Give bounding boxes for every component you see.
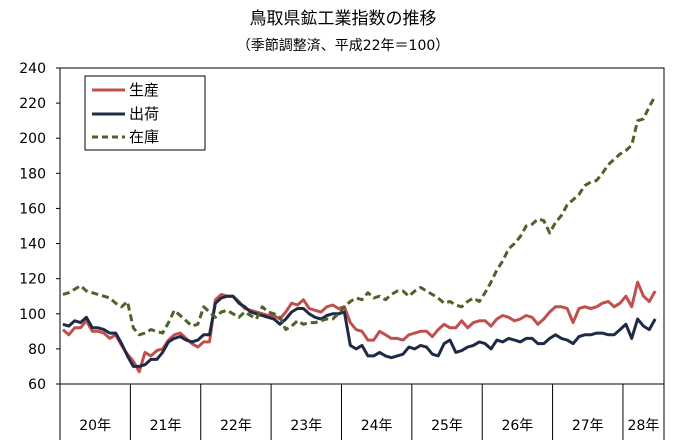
x-axis: 20年 21年 22年 23年 24年 25年 26年 27年 28年: [59, 384, 665, 440]
y-axis: 60 80 100 120 140 160 180 200 220 240: [19, 61, 60, 393]
legend-label-production: 生産: [129, 81, 159, 99]
y-tick-label: 240: [19, 61, 46, 77]
x-year-label: 20年: [79, 418, 111, 434]
x-year-label: 24年: [361, 418, 393, 434]
chart-title: 鳥取県鉱工業指数の推移: [250, 9, 437, 29]
y-tick-label: 140: [19, 237, 46, 253]
x-year-label: 22年: [220, 418, 252, 434]
series-line-shipments: [62, 294, 657, 368]
x-year-label: 25年: [431, 418, 463, 434]
chart-subtitle: （季節調整済、平成22年＝100）: [237, 37, 450, 54]
series-layer: [61, 95, 657, 374]
x-year-label: 28年: [628, 418, 660, 434]
y-tick-label: 100: [19, 307, 46, 323]
legend-label-inventory: 在庫: [129, 128, 159, 146]
legend-label-shipments: 出荷: [129, 105, 159, 123]
y-tick-label: 220: [19, 96, 46, 112]
x-year-label: 26年: [501, 418, 533, 434]
legend: 生産 出荷 在庫: [84, 75, 206, 151]
x-year-label: 27年: [572, 418, 604, 434]
y-tick-label: 60: [28, 377, 46, 393]
x-year-label: 21年: [150, 418, 182, 434]
y-tick-label: 160: [19, 201, 46, 217]
y-tick-label: 180: [19, 166, 46, 182]
y-tick-label: 80: [28, 342, 46, 358]
series-line-inventory: [62, 95, 657, 337]
series-line-production: [61, 280, 657, 374]
y-tick-label: 200: [19, 131, 46, 147]
y-tick-label: 120: [19, 272, 46, 288]
x-year-label: 23年: [290, 418, 322, 434]
